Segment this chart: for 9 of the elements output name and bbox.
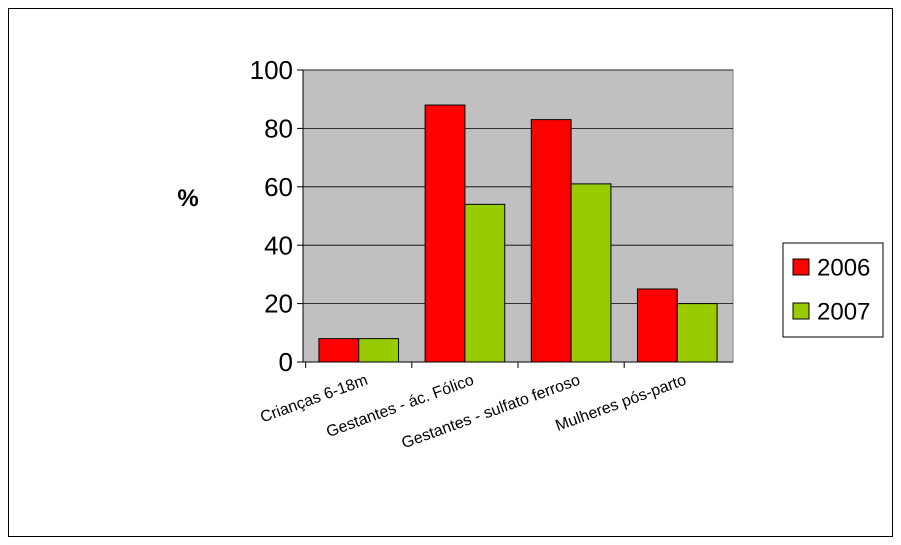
legend-label: 2006 [817,254,870,282]
y-tick-label: 80 [264,114,293,144]
y-tick-label: 0 [278,347,293,378]
y-tick-label: 100 [250,55,293,86]
y-tick-label: 40 [264,230,293,260]
y-tick-label: 20 [264,288,293,319]
y-tick-label: 60 [264,172,293,202]
y-axis-title: % [177,185,199,212]
legend-label: 2007 [817,298,870,326]
